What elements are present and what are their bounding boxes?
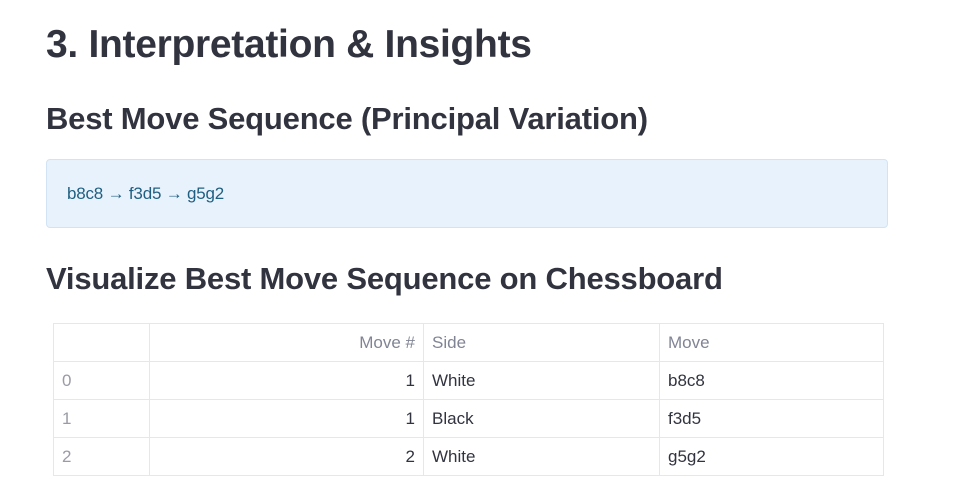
- best-move-info-box: b8c8 → f3d5 → g5g2: [46, 159, 888, 228]
- move-number-cell[interactable]: 2: [149, 437, 424, 476]
- table-header-row: Move # Side Move: [53, 323, 884, 362]
- column-header-index[interactable]: [53, 323, 150, 362]
- side-cell[interactable]: White: [423, 361, 660, 400]
- move-number-cell[interactable]: 1: [149, 399, 424, 438]
- side-cell[interactable]: Black: [423, 399, 660, 438]
- move-number-cell[interactable]: 1: [149, 361, 424, 400]
- row-index[interactable]: 0: [53, 361, 150, 400]
- row-index[interactable]: 2: [53, 437, 150, 476]
- section-title: 3. Interpretation & Insights: [46, 23, 532, 66]
- row-index[interactable]: 1: [53, 399, 150, 438]
- table-row: 2 2 White g5g2: [53, 437, 884, 476]
- move-cell[interactable]: b8c8: [659, 361, 884, 400]
- table-row: 0 1 White b8c8: [53, 361, 884, 400]
- column-header-move[interactable]: Move: [659, 323, 884, 362]
- side-cell[interactable]: White: [423, 437, 660, 476]
- move-cell[interactable]: g5g2: [659, 437, 884, 476]
- move-cell[interactable]: f3d5: [659, 399, 884, 438]
- column-header-move-number[interactable]: Move #: [149, 323, 424, 362]
- move-table[interactable]: Move # Side Move 0 1 White b8c8 1 1 Blac…: [53, 323, 884, 476]
- table-row: 1 1 Black f3d5: [53, 399, 884, 438]
- visualize-heading: Visualize Best Move Sequence on Chessboa…: [46, 261, 723, 296]
- column-header-side[interactable]: Side: [423, 323, 660, 362]
- best-move-heading: Best Move Sequence (Principal Variation): [46, 101, 648, 136]
- best-move-sequence: b8c8 → f3d5 → g5g2: [67, 184, 225, 203]
